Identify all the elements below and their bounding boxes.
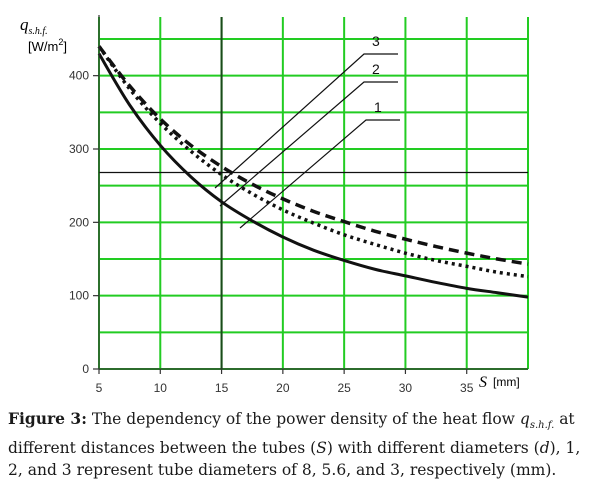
series-line-1 bbox=[97, 52, 529, 299]
caption-lead: Figure 3: bbox=[8, 409, 87, 428]
caption-d-symbol: d bbox=[539, 439, 550, 458]
x-tick-label: 15 bbox=[215, 381, 229, 395]
x-tick-label: 5 bbox=[96, 381, 103, 395]
chart: 3 2 1 0 100 200 300 400 5 10 15 20 25 30 35 qs.h.f. [… bbox=[20, 15, 529, 395]
x-tick-label: 25 bbox=[337, 381, 351, 395]
series-callouts: 3 2 1 bbox=[214, 33, 400, 229]
figure-caption: Figure 3: The dependency of the power de… bbox=[8, 408, 584, 481]
x-tick-label: 20 bbox=[276, 381, 290, 395]
caption-q-symbol: q bbox=[519, 410, 530, 428]
x-tick-label: 35 bbox=[460, 381, 474, 395]
series-callout-leader-2 bbox=[219, 81, 398, 207]
x-axis-unit: [mm] bbox=[493, 375, 520, 389]
y-axis-symbol: q bbox=[20, 15, 29, 34]
caption-text-4: ), 1, 2, and 3 represent tube diameters … bbox=[8, 439, 581, 480]
y-axis-unit: [W/m2] bbox=[28, 37, 67, 54]
reference-lines bbox=[99, 17, 528, 369]
y-tick-label: 0 bbox=[82, 362, 89, 376]
y-axis-label: qs.h.f. bbox=[20, 15, 48, 37]
caption-text-3: ) with different diameters ( bbox=[326, 439, 540, 458]
y-tick-label: 100 bbox=[69, 289, 89, 303]
x-tick-label: 10 bbox=[154, 381, 168, 395]
series-callout-leader-1 bbox=[239, 119, 400, 229]
y-tick-label: 400 bbox=[69, 69, 89, 83]
grid bbox=[98, 17, 529, 370]
y-tick-label: 300 bbox=[69, 142, 89, 156]
series-callout-label-1: 1 bbox=[374, 99, 382, 115]
y-axis-unit-exponent: 2 bbox=[58, 37, 63, 47]
series-lines bbox=[97, 45, 529, 299]
caption-text-1: The dependency of the power density of t… bbox=[86, 410, 520, 428]
caption-text-2: at different distances between the tubes… bbox=[8, 410, 575, 458]
axes: 0 100 200 300 400 5 10 15 20 25 30 35 bbox=[69, 15, 528, 395]
x-tick-label: 30 bbox=[399, 381, 413, 395]
caption-q-subscript: s.h.f. bbox=[529, 420, 555, 432]
series-line-3 bbox=[97, 45, 529, 266]
y-axis-subscript: s.h.f. bbox=[29, 26, 48, 37]
series-line-2 bbox=[97, 45, 529, 279]
series-callout-leader-3 bbox=[214, 53, 398, 189]
y-tick-label: 200 bbox=[69, 215, 89, 229]
caption-s-symbol: S bbox=[316, 439, 327, 458]
series-callout-label-2: 2 bbox=[372, 61, 380, 77]
x-axis-label: S bbox=[479, 374, 487, 391]
series-callout-label-3: 3 bbox=[372, 33, 380, 49]
